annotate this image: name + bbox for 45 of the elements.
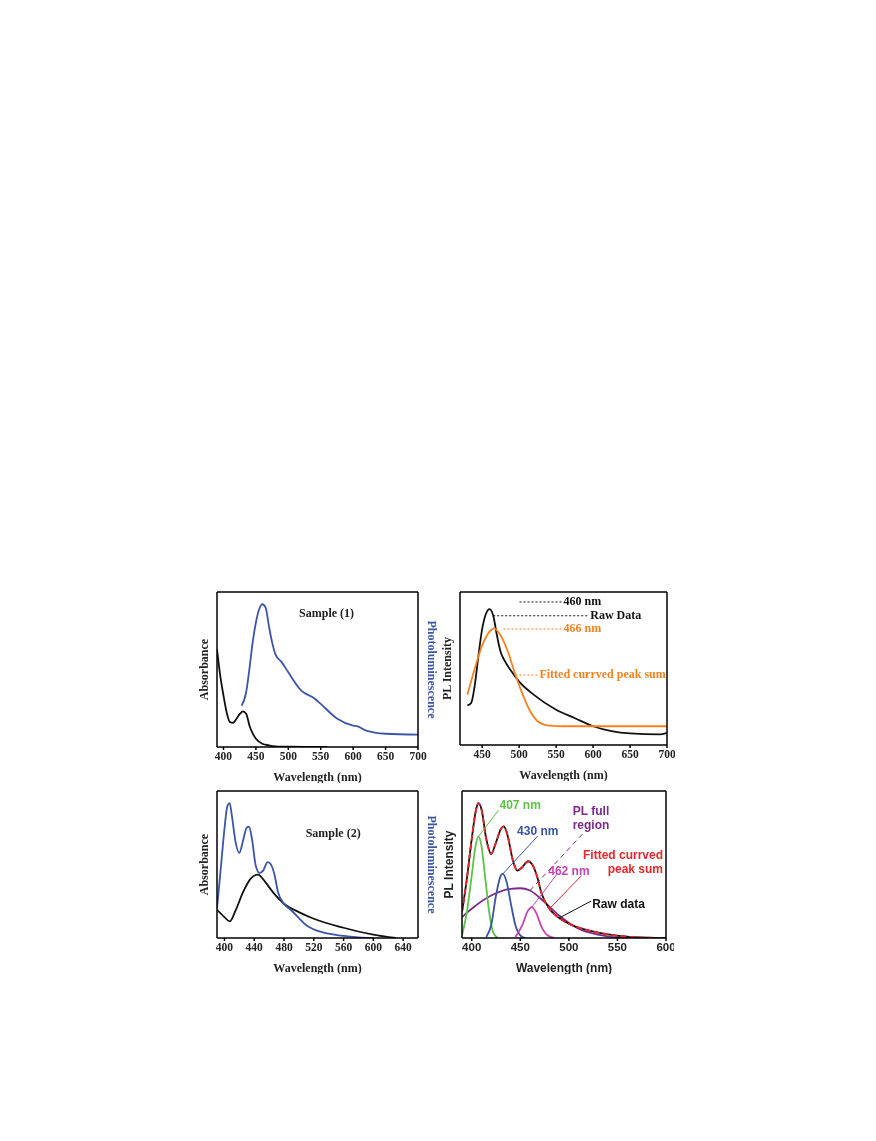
x-tick-label: 400 (462, 941, 482, 954)
x-tick-label: 650 (621, 748, 639, 761)
x-tick-label: 640 (394, 941, 412, 954)
y-axis-title: Absorbance (197, 833, 211, 896)
annotation: Sample (1) (299, 605, 355, 620)
x-tick-label: 600 (344, 750, 363, 763)
x-tick-label: 560 (334, 941, 353, 954)
x-tick-label: 500 (279, 750, 298, 763)
x-tick-label: 450 (473, 748, 492, 761)
x-tick-label: 550 (607, 941, 628, 954)
x-axis-title: Wavelength (nm) (515, 961, 613, 975)
x-axis-title: Wavelength (nm) (273, 961, 362, 975)
x-tick-label: 440 (245, 941, 264, 954)
y-axis-title: PL Intensity (442, 830, 456, 899)
text: 430 nm (517, 824, 559, 839)
legend-label: Fitted currved peak sum (539, 666, 666, 681)
x-tick-label: 550 (312, 750, 330, 763)
x-tick-label: 500 (510, 748, 529, 761)
x-tick-label: 700 (409, 750, 427, 763)
x-tick-label: 500 (559, 941, 579, 954)
annotation: Sample (2) (305, 825, 361, 840)
x-tick-label: 550 (547, 748, 565, 761)
x-tick-label: 600 (364, 941, 383, 954)
text: PL full region (572, 803, 610, 832)
x-tick-label: 480 (275, 941, 293, 954)
x-tick-label: 400 (215, 941, 234, 954)
y2-axis-title: Photoluminescence (425, 620, 439, 720)
text: 460 nm (563, 593, 602, 608)
x-tick-label: 450 (510, 941, 530, 954)
x-tick-label: 700 (658, 748, 676, 761)
annotation: 466 nm (563, 620, 602, 635)
x-tick-label: 450 (247, 750, 265, 763)
x-axis-title: Wavelength (nm) (519, 768, 608, 782)
x-tick-label: 600 (584, 748, 602, 761)
x-tick-label: 650 (376, 750, 395, 763)
text: Raw Data (590, 607, 642, 622)
y-axis-title: Absorbance (197, 638, 211, 701)
y-axis-title: PL Intensity (440, 636, 454, 701)
x-tick-label: 400 (214, 750, 233, 763)
x-tick-label: 520 (305, 941, 323, 954)
y2-axis-title: Photoluminescence (425, 815, 439, 915)
legend-label: Raw data (592, 897, 646, 912)
text: 462 nm (548, 864, 590, 879)
x-axis-title: Wavelength (nm) (273, 770, 362, 784)
text: 407 nm (499, 798, 541, 813)
